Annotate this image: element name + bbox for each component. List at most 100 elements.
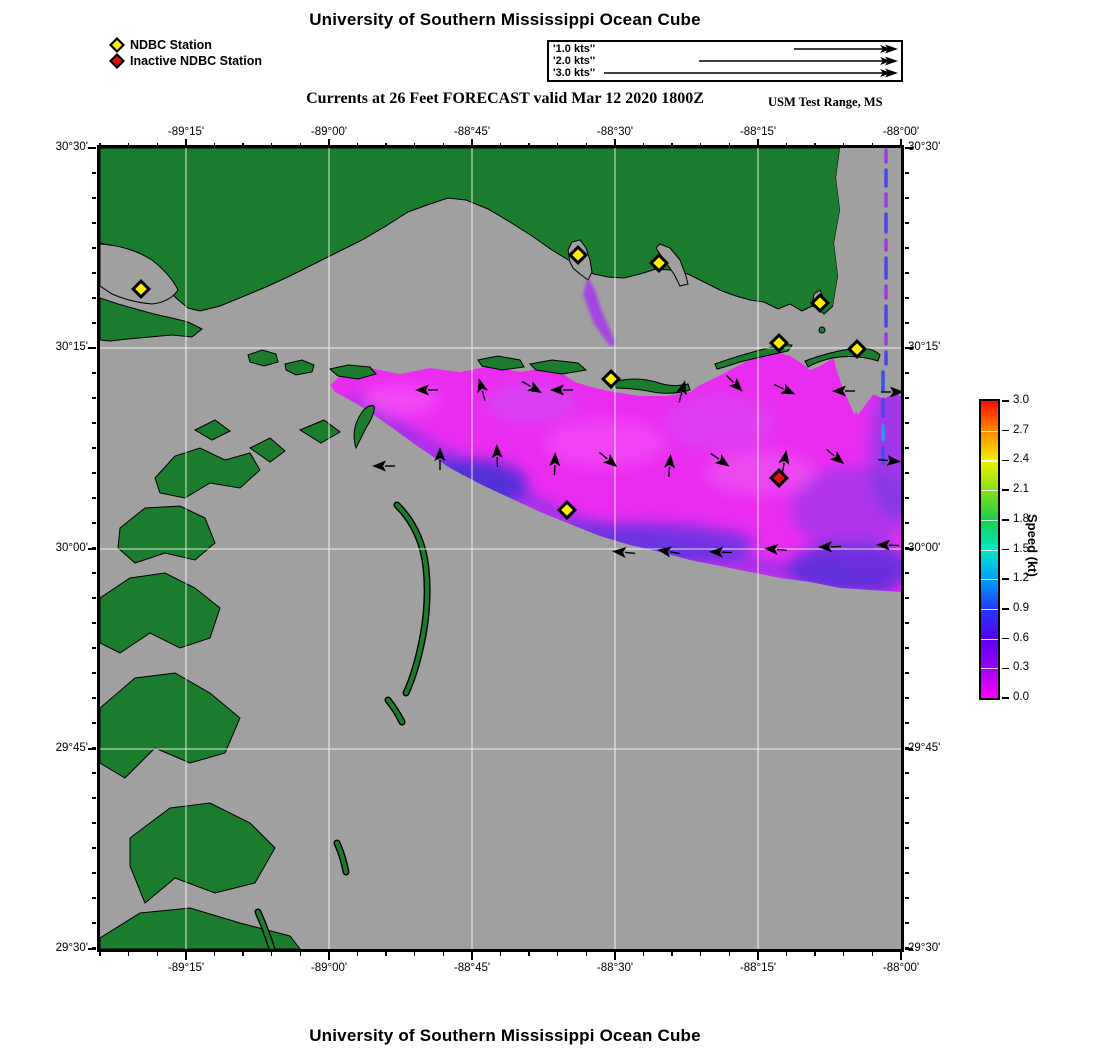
axis-tick: [900, 952, 902, 960]
x-axis-label: -88°00': [883, 962, 919, 976]
axis-tick: [905, 497, 909, 498]
colorbar-tick: [1002, 430, 1009, 432]
axis-tick: [92, 647, 96, 648]
axis-tick: [905, 847, 909, 848]
y-axis-label: 30°15': [908, 341, 978, 353]
axis-tick: [92, 447, 96, 448]
colorbar-tick: [1002, 489, 1009, 491]
y-axis-label: 30°00': [26, 542, 88, 554]
colorbar-value: 3.0: [1013, 394, 1029, 406]
axis-tick: [872, 952, 873, 956]
colorbar-tick: [1002, 608, 1009, 610]
axis-tick: [414, 952, 415, 956]
x-axis-label: -88°45': [454, 126, 490, 140]
axis-tick: [671, 952, 672, 956]
legend-label: NDBC Station: [130, 38, 212, 52]
axis-tick: [905, 772, 909, 773]
y-axis-label: 30°15': [26, 341, 88, 353]
axis-tick: [471, 139, 473, 147]
axis-tick: [92, 372, 96, 373]
axis-tick: [92, 897, 96, 898]
axis-tick: [92, 597, 96, 598]
colorbar-gridline: [981, 668, 998, 669]
x-axis-label: -88°30': [597, 126, 633, 140]
mobile-bay: [831, 148, 901, 414]
axis-tick: [905, 422, 909, 423]
colorbar-value: 2.7: [1013, 424, 1029, 436]
legend-label: Inactive NDBC Station: [130, 54, 262, 68]
footer-title: University of Southern Mississippi Ocean…: [0, 1026, 1010, 1046]
axis-tick: [586, 952, 587, 956]
axis-tick: [92, 197, 96, 198]
axis-tick: [271, 143, 272, 147]
axis-tick: [92, 847, 96, 848]
axis-tick: [586, 143, 587, 147]
axis-tick: [905, 522, 909, 523]
axis-tick: [88, 548, 96, 550]
axis-tick: [500, 952, 501, 956]
axis-tick: [214, 952, 215, 956]
colorbar-tick: [1002, 638, 1009, 640]
axis-tick: [905, 247, 909, 248]
axis-tick: [128, 143, 129, 147]
axis-tick: [92, 397, 96, 398]
axis-tick: [92, 872, 96, 873]
axis-tick: [905, 722, 909, 723]
axis-tick: [528, 143, 529, 147]
axis-tick: [92, 797, 96, 798]
axis-tick: [905, 922, 909, 923]
axis-tick: [443, 952, 444, 956]
scale-entry-label: '1.0 kts'': [553, 43, 595, 55]
colorbar-gridline: [981, 431, 998, 432]
axis-tick: [614, 952, 616, 960]
axis-tick: [92, 272, 96, 273]
axis-tick: [88, 948, 96, 950]
axis-tick: [357, 952, 358, 956]
axis-tick: [92, 522, 96, 523]
colorbar-tick: [1002, 460, 1009, 462]
axis-tick: [757, 952, 759, 960]
colorbar-gridline: [981, 609, 998, 610]
axis-tick: [729, 952, 730, 956]
speed-colorbar: [979, 399, 1000, 700]
axis-tick: [92, 772, 96, 773]
axis-tick: [157, 952, 158, 956]
axis-tick: [843, 143, 844, 147]
colorbar-tick: [1002, 697, 1009, 699]
colorbar-tick: [1002, 578, 1009, 580]
axis-tick: [271, 952, 272, 956]
y-axis-label: 30°00': [908, 542, 978, 554]
axis-tick: [88, 147, 96, 149]
y-axis-label: 29°45': [26, 742, 88, 754]
axis-tick: [443, 143, 444, 147]
axis-tick: [92, 572, 96, 573]
axis-tick: [700, 952, 701, 956]
axis-tick: [92, 672, 96, 673]
axis-tick: [92, 222, 96, 223]
axis-tick: [242, 143, 243, 147]
axis-tick: [905, 647, 909, 648]
axis-tick: [905, 272, 909, 273]
axis-tick: [92, 497, 96, 498]
x-axis-label: -89°15': [168, 126, 204, 140]
axis-tick: [905, 572, 909, 573]
axis-tick: [300, 952, 301, 956]
colorbar-tick: [1002, 519, 1009, 521]
axis-tick: [757, 139, 759, 147]
forecast-plot-page: University of Southern Mississippi Ocean…: [0, 0, 1100, 1050]
colorbar-value: 2.1: [1013, 483, 1029, 495]
scale-entry-label: '2.0 kts'': [553, 55, 595, 67]
axis-tick: [905, 372, 909, 373]
colorbar-value: 2.4: [1013, 453, 1029, 465]
station-diamond-icon: [108, 52, 126, 70]
axis-tick: [88, 748, 96, 750]
legend-item: NDBC Station: [108, 37, 262, 53]
axis-tick: [128, 952, 129, 956]
axis-tick: [905, 897, 909, 898]
axis-tick: [414, 143, 415, 147]
axis-tick: [905, 222, 909, 223]
axis-tick: [300, 143, 301, 147]
colorbar-value: 0.9: [1013, 602, 1029, 614]
y-axis-label: 29°45': [908, 742, 978, 754]
axis-tick: [814, 143, 815, 147]
